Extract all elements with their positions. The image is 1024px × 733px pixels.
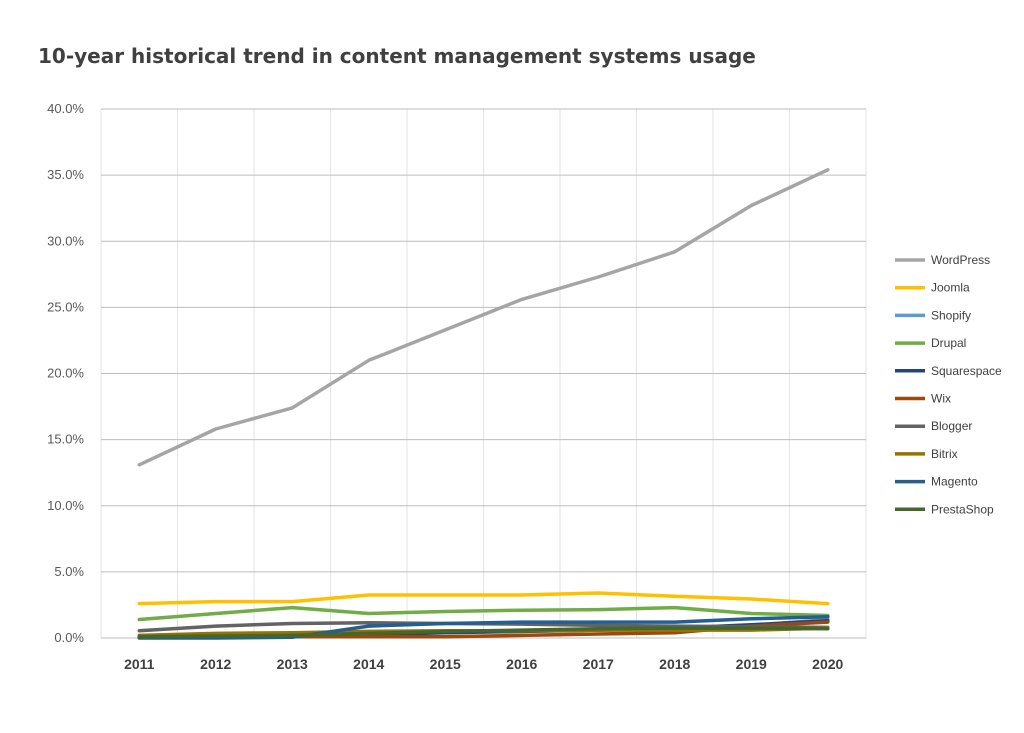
y-tick-label: 25.0% [47,299,84,314]
x-tick-label: 2018 [659,656,690,672]
x-tick-label: 2019 [736,656,767,672]
legend-label-wordpress: WordPress [931,253,990,267]
x-tick-label: 2014 [353,656,384,672]
series-line-wordpress [137,168,830,467]
x-tick-label: 2015 [430,656,461,672]
legend-label-prestashop: PrestaShop [931,502,994,516]
x-tick-label: 2017 [583,656,614,672]
y-tick-label: 10.0% [47,498,84,513]
y-tick-label: 15.0% [47,432,84,447]
y-tick-label: 30.0% [47,233,84,248]
y-tick-label: 0.0% [54,630,84,645]
series-line-drupal [137,605,830,622]
legend: WordPress Joomla Shopify Drupal Squarespace W… [895,253,1002,516]
legend-label-squarespace: Squarespace [931,364,1002,378]
series-line-magento [137,615,830,640]
chart-title: 10-year historical trend in content mana… [38,44,756,68]
y-tick-label: 20.0% [47,366,84,381]
gridlines [100,108,867,639]
legend-label-drupal: Drupal [931,336,966,350]
legend-label-blogger: Blogger [931,419,972,433]
x-tick-label: 2011 [124,656,155,672]
legend-label-shopify: Shopify [931,308,971,322]
x-axis-ticks: 2011 2012 2013 2014 2015 2016 2017 2018 2019 2020 [124,656,843,672]
series-line-prestashop [137,626,830,639]
legend-label-wix: Wix [931,392,951,406]
y-tick-label: 40.0% [47,101,84,116]
legend-label-joomla: Joomla [931,281,970,295]
x-tick-label: 2016 [506,656,537,672]
legend-label-magento: Magento [931,475,978,489]
y-tick-label: 35.0% [47,167,84,182]
series-line-joomla [137,591,830,606]
x-tick-label: 2013 [277,656,308,672]
series-lines [137,168,830,640]
x-tick-label: 2012 [200,656,231,672]
legend-label-bitrix: Bitrix [931,447,958,461]
x-tick-label: 2020 [812,656,843,672]
y-tick-label: 5.0% [54,564,84,579]
y-axis-ticks: 0.0% 5.0% 10.0% 15.0% 20.0% 25.0% 30.0% 35.0% 40… [47,101,84,645]
